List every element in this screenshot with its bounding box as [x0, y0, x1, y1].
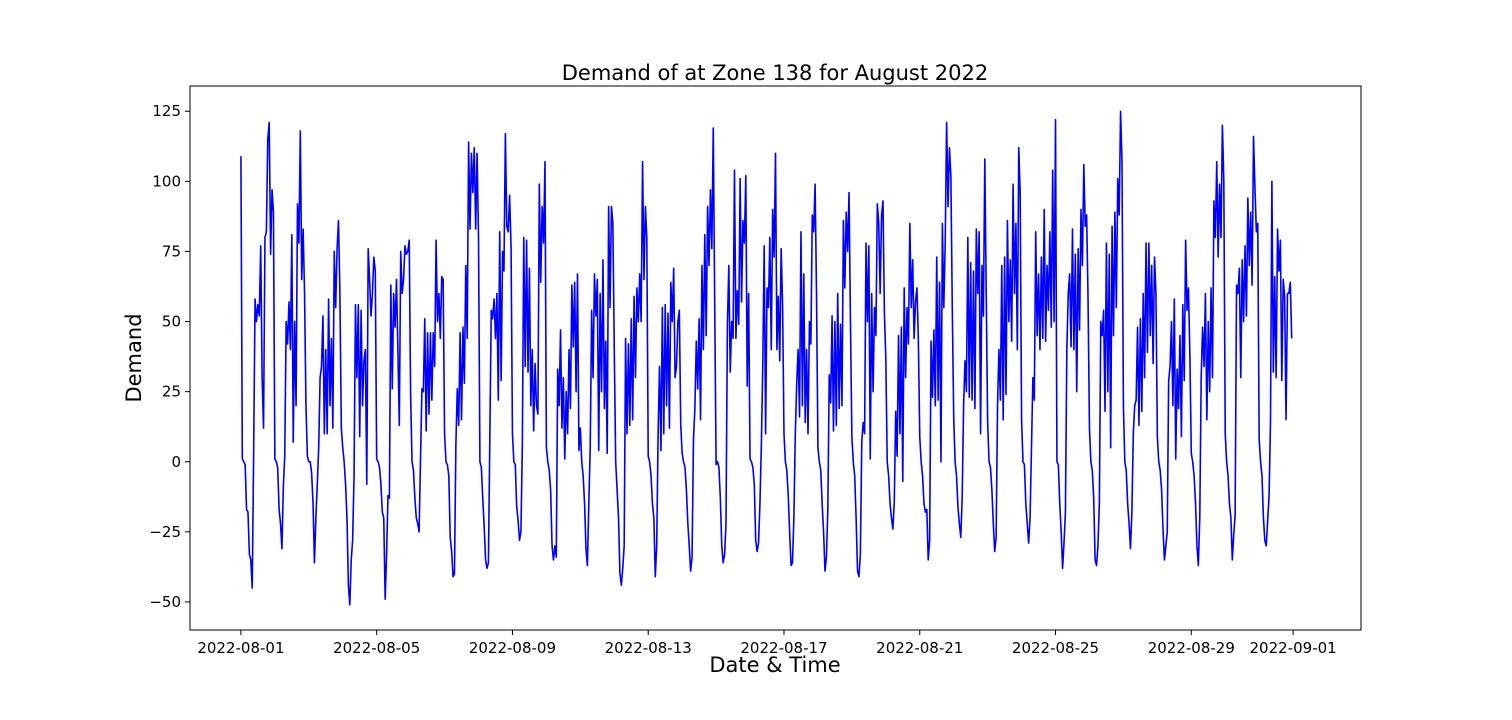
y-tick-label: −25 — [149, 523, 181, 541]
y-tick-label: 25 — [162, 383, 181, 401]
y-tick-label: 0 — [171, 453, 181, 471]
series-line-demand — [240, 110, 1293, 606]
x-tick-label: 2022-08-13 — [605, 639, 692, 657]
y-tick-label: 125 — [152, 102, 181, 120]
y-axis: 125 100 75 50 25 0 −25 −50 — [149, 102, 190, 611]
x-tick-label: 2022-08-25 — [1012, 639, 1099, 657]
x-tick-label: 2022-08-21 — [876, 639, 963, 657]
x-tick-label: 2022-08-29 — [1148, 639, 1235, 657]
plot-frame — [189, 85, 1362, 631]
x-axis: 2022-08-01 2022-08-05 2022-08-09 2022-08-13… — [197, 630, 1337, 657]
x-tick-label: 2022-08-17 — [740, 639, 827, 657]
y-tick-label: 50 — [162, 313, 181, 331]
x-tick-label: 2022-08-01 — [197, 639, 284, 657]
x-axis-label: Date & Time — [709, 653, 840, 677]
y-tick-label: −50 — [149, 593, 181, 611]
plot-area — [240, 110, 1293, 606]
y-axis-label: Demand — [122, 313, 146, 402]
x-tick-label: 2022-09-01 — [1250, 639, 1337, 657]
x-tick-label: 2022-08-05 — [333, 639, 420, 657]
x-tick-label: 2022-08-09 — [469, 639, 556, 657]
y-tick-label: 100 — [152, 172, 181, 190]
y-tick-label: 75 — [162, 242, 181, 260]
chart-title: Demand of at Zone 138 for August 2022 — [562, 61, 988, 85]
